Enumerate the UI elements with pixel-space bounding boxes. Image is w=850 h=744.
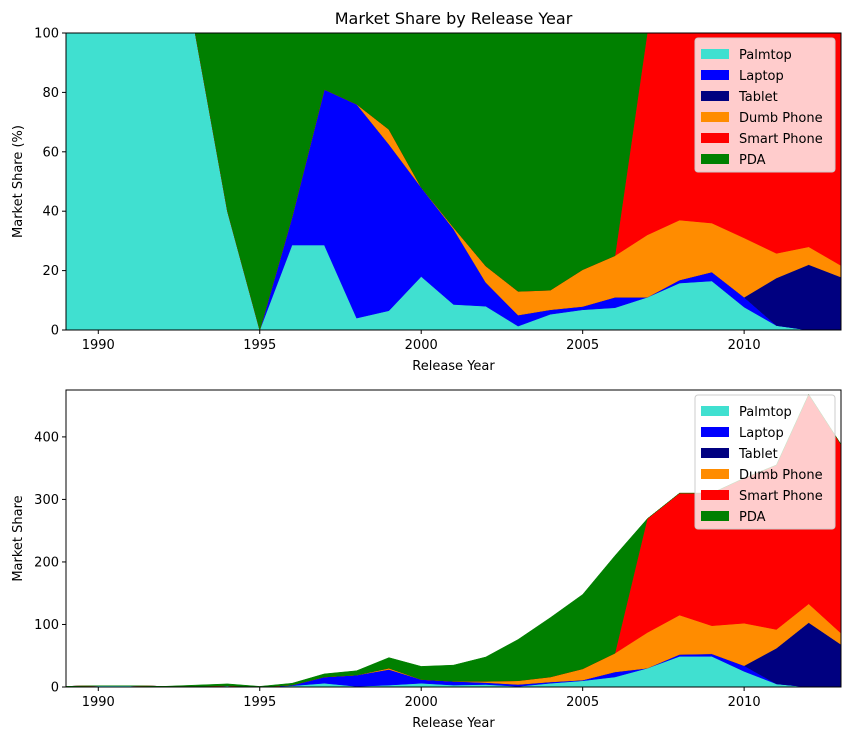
legend-label: Tablet xyxy=(738,447,778,462)
y-axis-label: Market Share (%) xyxy=(11,125,26,238)
legend-box xyxy=(694,394,836,530)
y-tick-label: 60 xyxy=(42,145,59,160)
plot-area xyxy=(66,33,841,330)
axes-frame xyxy=(65,32,842,331)
chart-1: 1990 1995 2000 2005 2010 0 20 40 60 80 100 Release … xyxy=(11,9,842,374)
legend-swatch xyxy=(701,70,729,80)
y-tick-label: 20 xyxy=(42,264,59,279)
y-tick-label: 0 xyxy=(51,681,59,696)
legend-label: Palmtop xyxy=(739,405,792,420)
x-tick-label: 2000 xyxy=(405,695,438,710)
legend-swatch xyxy=(701,490,729,500)
legend-swatch xyxy=(701,469,729,479)
legend-box xyxy=(694,37,836,173)
x-tick-label: 1990 xyxy=(82,338,115,353)
x-axis-label: Release Year xyxy=(412,359,495,374)
area-pda xyxy=(66,393,841,687)
legend-swatch xyxy=(701,49,729,59)
y-tick-label: 100 xyxy=(34,27,59,42)
legend-swatch xyxy=(701,448,729,458)
x-tick-label: 1995 xyxy=(243,695,276,710)
legend-label: Smart Phone xyxy=(739,489,823,504)
x-tick-label: 2000 xyxy=(405,338,438,353)
legend-swatch xyxy=(701,112,729,122)
legend-label: Laptop xyxy=(739,426,784,441)
legend-swatch xyxy=(701,427,729,437)
x-tick-label: 1990 xyxy=(82,695,115,710)
y-tick-label: 400 xyxy=(34,430,59,445)
y-tick-label: 0 xyxy=(51,324,59,339)
x-axis-label: Release Year xyxy=(412,716,495,731)
legend-label: Dumb Phone xyxy=(739,468,823,483)
legend-swatch xyxy=(701,406,729,416)
legend-swatch xyxy=(701,154,729,164)
y-tick-label: 80 xyxy=(42,86,59,101)
y-tick-label: 200 xyxy=(34,555,59,570)
x-tick-label: 2010 xyxy=(728,338,761,353)
legend-label: Palmtop xyxy=(739,48,792,63)
x-tick-label: 2005 xyxy=(566,695,599,710)
legend-swatch xyxy=(701,511,729,521)
legend-label: Smart Phone xyxy=(739,132,823,147)
axes-frame xyxy=(65,389,842,688)
chart-2: 1990 1995 2000 2005 2010 0 100 200 300 400 Release… xyxy=(11,389,842,731)
legend-label: PDA xyxy=(739,153,766,168)
legend-swatch xyxy=(701,91,729,101)
y-tick-label: 40 xyxy=(42,205,59,220)
legend-label: Dumb Phone xyxy=(739,111,823,126)
legend-swatch xyxy=(701,133,729,143)
legend-label: Laptop xyxy=(739,69,784,84)
legend-label: PDA xyxy=(739,510,766,525)
legend: Palmtop Laptop Tablet Dumb Phone Smart Phone… xyxy=(694,394,836,530)
y-axis-label: Market Share xyxy=(11,495,26,581)
y-tick-label: 300 xyxy=(34,493,59,508)
x-tick-label: 2010 xyxy=(728,695,761,710)
x-tick-label: 1995 xyxy=(243,338,276,353)
plot-area xyxy=(66,393,841,687)
legend-label: Tablet xyxy=(738,90,778,105)
legend: Palmtop Laptop Tablet Dumb Phone Smart Phone… xyxy=(694,37,836,173)
y-tick-label: 100 xyxy=(34,618,59,633)
chart-title: Market Share by Release Year xyxy=(335,9,573,28)
area-pda xyxy=(66,33,841,330)
x-tick-label: 2005 xyxy=(566,338,599,353)
